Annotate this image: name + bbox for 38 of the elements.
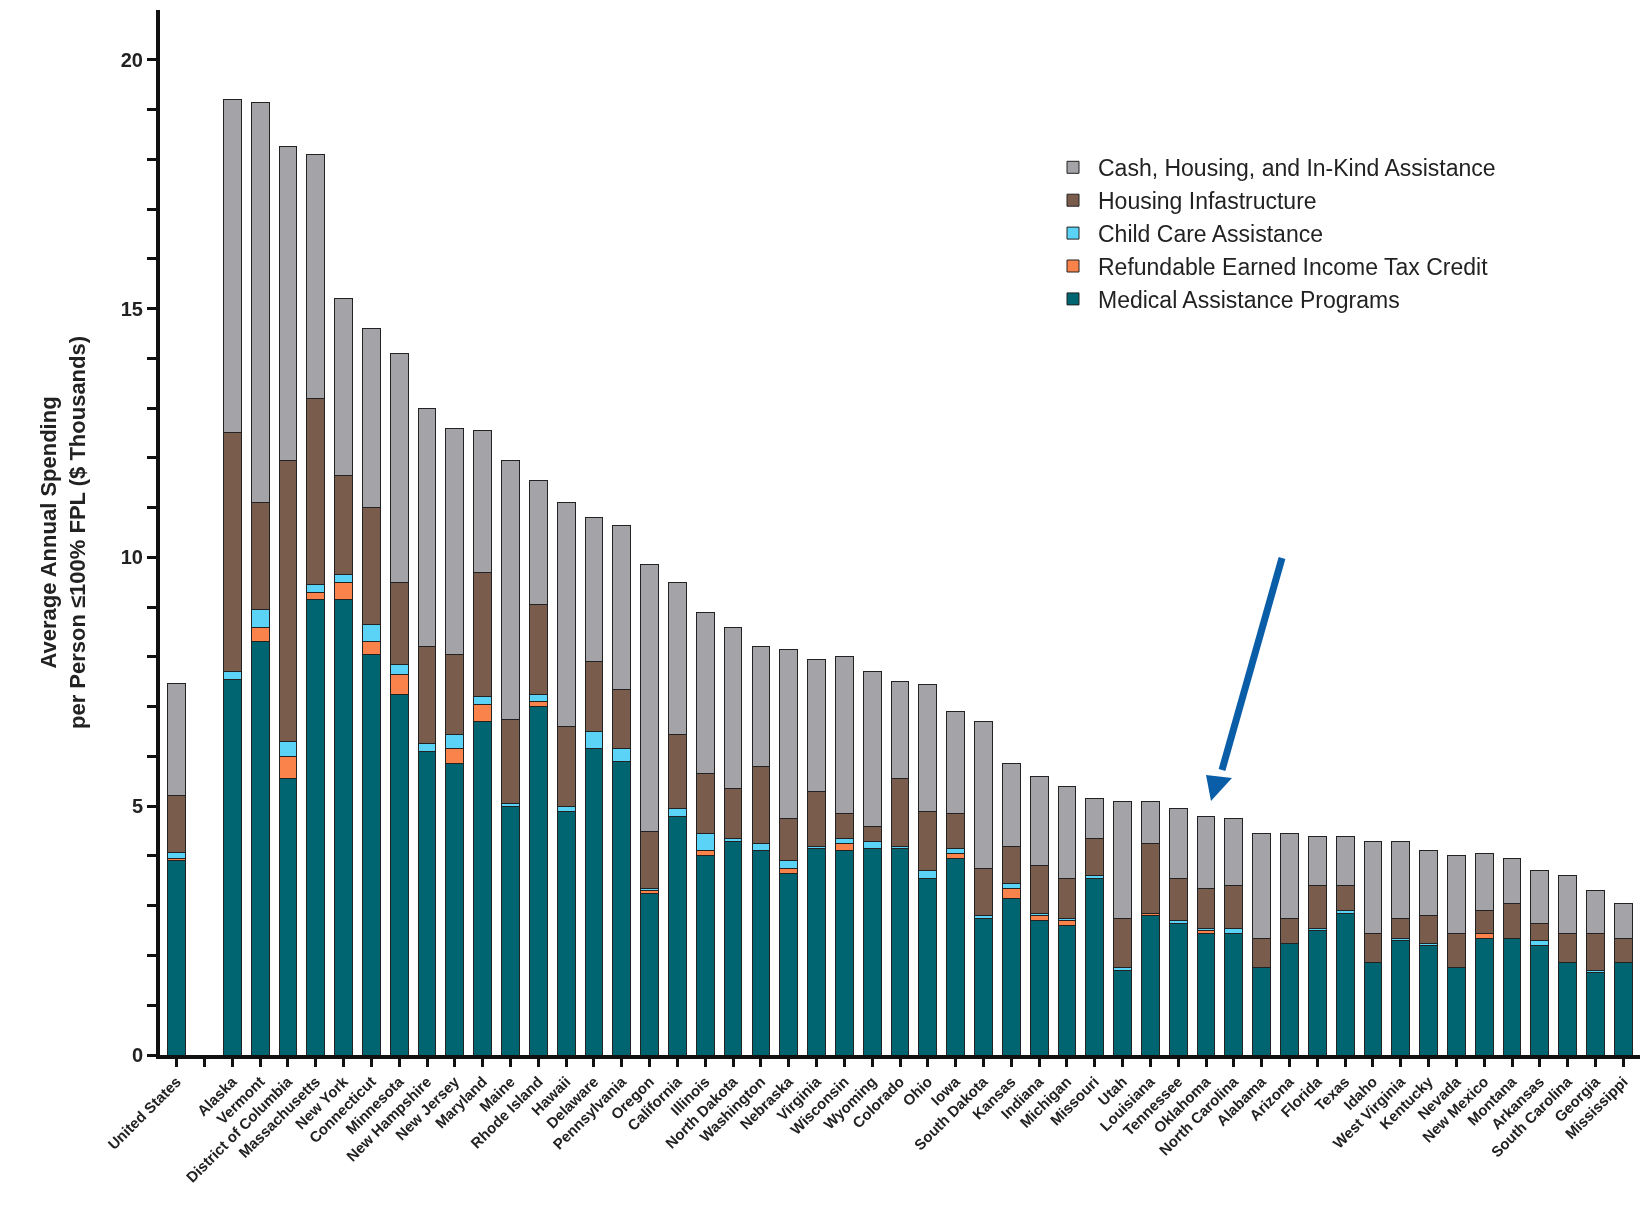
y-axis-title: Average Annual Spending per Person ≤100% FPL ($ Thousands) [36,335,91,730]
bar [1391,940,1411,1055]
y-tick-label: 10 [120,546,143,569]
y-tick-label: 0 [131,1044,143,1066]
bar [890,847,910,1055]
bar [1307,930,1327,1055]
bar [1530,945,1550,1055]
legend-label: Cash, Housing, and In-Kind Assistance [1098,155,1496,182]
bar [1057,925,1077,1055]
bar [1113,969,1132,1055]
bar [1085,877,1105,1055]
bar [946,857,966,1055]
bar [1474,937,1494,1055]
y-tick-label: 15 [120,297,143,320]
bar [501,805,520,1055]
bar [528,706,548,1055]
bar [1168,922,1188,1055]
bar [695,855,715,1055]
bar [1140,915,1160,1055]
bar [974,917,993,1055]
legend-label: Medical Assistance Programs [1098,286,1400,313]
bar [723,840,743,1055]
legend-label: Child Care Assistance [1098,221,1323,248]
bar [807,847,826,1055]
bar [1335,912,1355,1055]
y-tick-label: 5 [131,795,143,818]
bar [1029,920,1049,1055]
legend-label: Housing Infastructure [1098,188,1317,215]
bar [1196,932,1216,1055]
legend-label: Refundable Earned Income Tax Credit [1098,253,1489,280]
bar [556,810,576,1055]
bar [640,892,660,1055]
bar [1224,932,1244,1055]
bar [779,872,799,1055]
y-tick-label: 20 [120,48,143,71]
bar [1586,972,1605,1055]
bar [1419,945,1438,1055]
bar [167,860,187,1055]
